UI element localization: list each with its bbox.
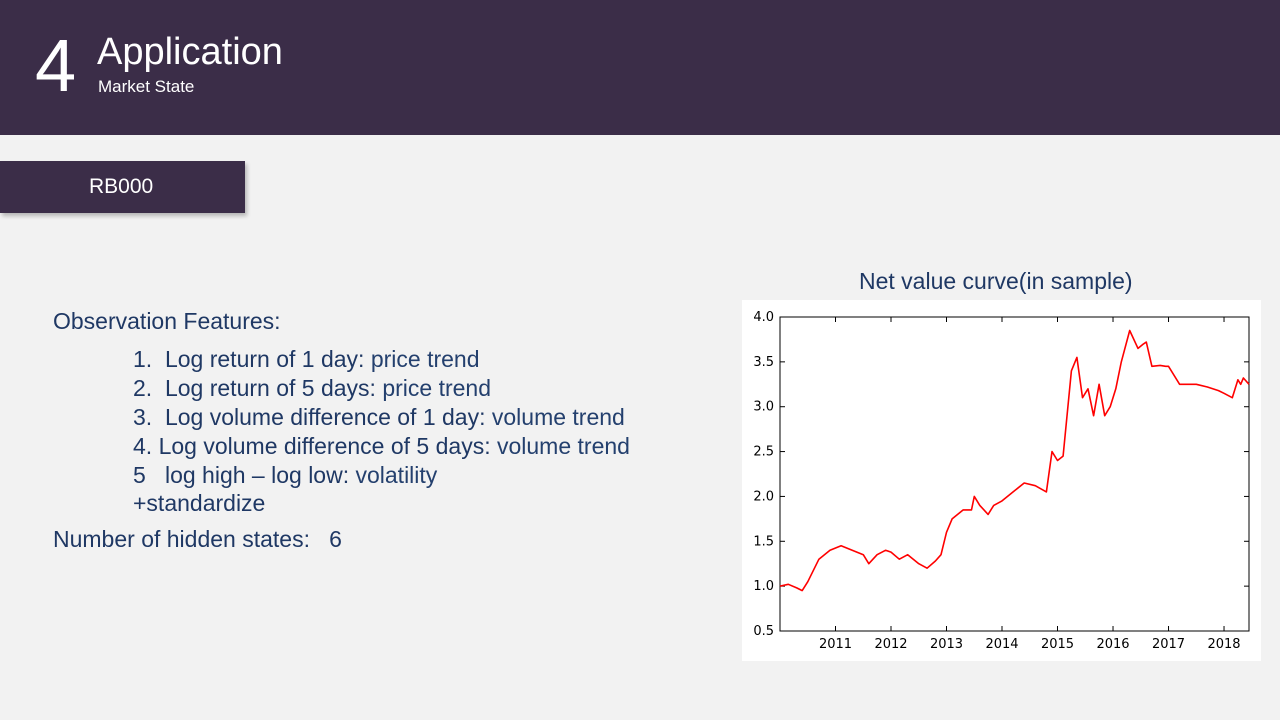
feature-item-2: 2. Log return of 5 days: price trend (133, 375, 491, 402)
y-tick-label: 2.5 (753, 445, 774, 460)
y-tick-label: 3.5 (753, 355, 774, 370)
instrument-tag: RB000 (0, 161, 245, 213)
chart-title: Net value curve(in sample) (859, 268, 1133, 294)
header-bar: 4 Application Market State (0, 0, 1280, 135)
y-tick-label: 2.0 (753, 489, 774, 504)
feature-trend: volume trend (496, 433, 630, 459)
x-tick-label: 2012 (874, 637, 907, 652)
x-tick-label: 2013 (930, 637, 963, 652)
feature-text: Log volume difference of 5 days: (158, 433, 497, 459)
x-tick-label: 2015 (1041, 637, 1074, 652)
y-tick-label: 3.0 (753, 400, 774, 415)
feature-text: Log return of 5 days: (164, 375, 383, 401)
feature-trend: volatility (355, 462, 438, 488)
hidden-states: Number of hidden states: 6 (53, 526, 342, 553)
feature-trend: volume trend (491, 404, 625, 430)
y-tick-label: 1.0 (753, 579, 774, 594)
feature-item-4: 4. Log volume difference of 5 days: volu… (133, 433, 630, 460)
x-tick-label: 2018 (1207, 637, 1240, 652)
feature-text: log high – log low: (164, 462, 356, 488)
feature-number: 3. (133, 404, 153, 430)
chart-svg: 0.5 1.0 1.5 2.0 2.5 3.0 3.5 4.0 2011 2012 2013 2014… (753, 310, 1250, 652)
plot-frame (779, 316, 1250, 632)
y-tick-label: 4.0 (753, 310, 774, 325)
y-tick-label: 1.5 (753, 534, 774, 549)
standardize-note: +standardize (133, 490, 266, 516)
feature-text: Log return of 1 day: (164, 346, 371, 372)
x-tick-label: 2016 (1096, 637, 1129, 652)
net-value-chart: 0.5 1.0 1.5 2.0 2.5 3.0 3.5 4.0 2011 2012 2013 2014… (742, 300, 1261, 661)
net-value-line (779, 329, 1250, 592)
feature-item-3: 3. Log volume difference of 1 day: volum… (133, 404, 625, 431)
feature-item-1: 1. Log return of 1 day: price trend (133, 346, 480, 373)
hidden-states-label: Number of hidden states: (53, 526, 310, 552)
section-title: Application (97, 31, 283, 73)
feature-trend: price trend (370, 346, 480, 372)
feature-text: Log volume difference of 1 day: (164, 404, 492, 430)
section-number: 4 (35, 24, 77, 107)
feature-item-5: 5 log high – log low: volatility (133, 462, 437, 489)
section-subtitle: Market State (98, 77, 195, 96)
observation-heading: Observation Features: (53, 308, 281, 334)
x-tick-label: 2014 (985, 637, 1018, 652)
x-tick-label: 2017 (1152, 637, 1185, 652)
y-tick-label: 0.5 (753, 624, 774, 639)
feature-trend: price trend (382, 375, 491, 401)
feature-number: 1. (133, 346, 153, 372)
x-tick-label: 2011 (819, 637, 852, 652)
feature-number: 5 (133, 462, 146, 488)
feature-number: 2. (133, 375, 153, 401)
hidden-states-value: 6 (329, 526, 342, 552)
feature-number: 4. (133, 433, 153, 459)
